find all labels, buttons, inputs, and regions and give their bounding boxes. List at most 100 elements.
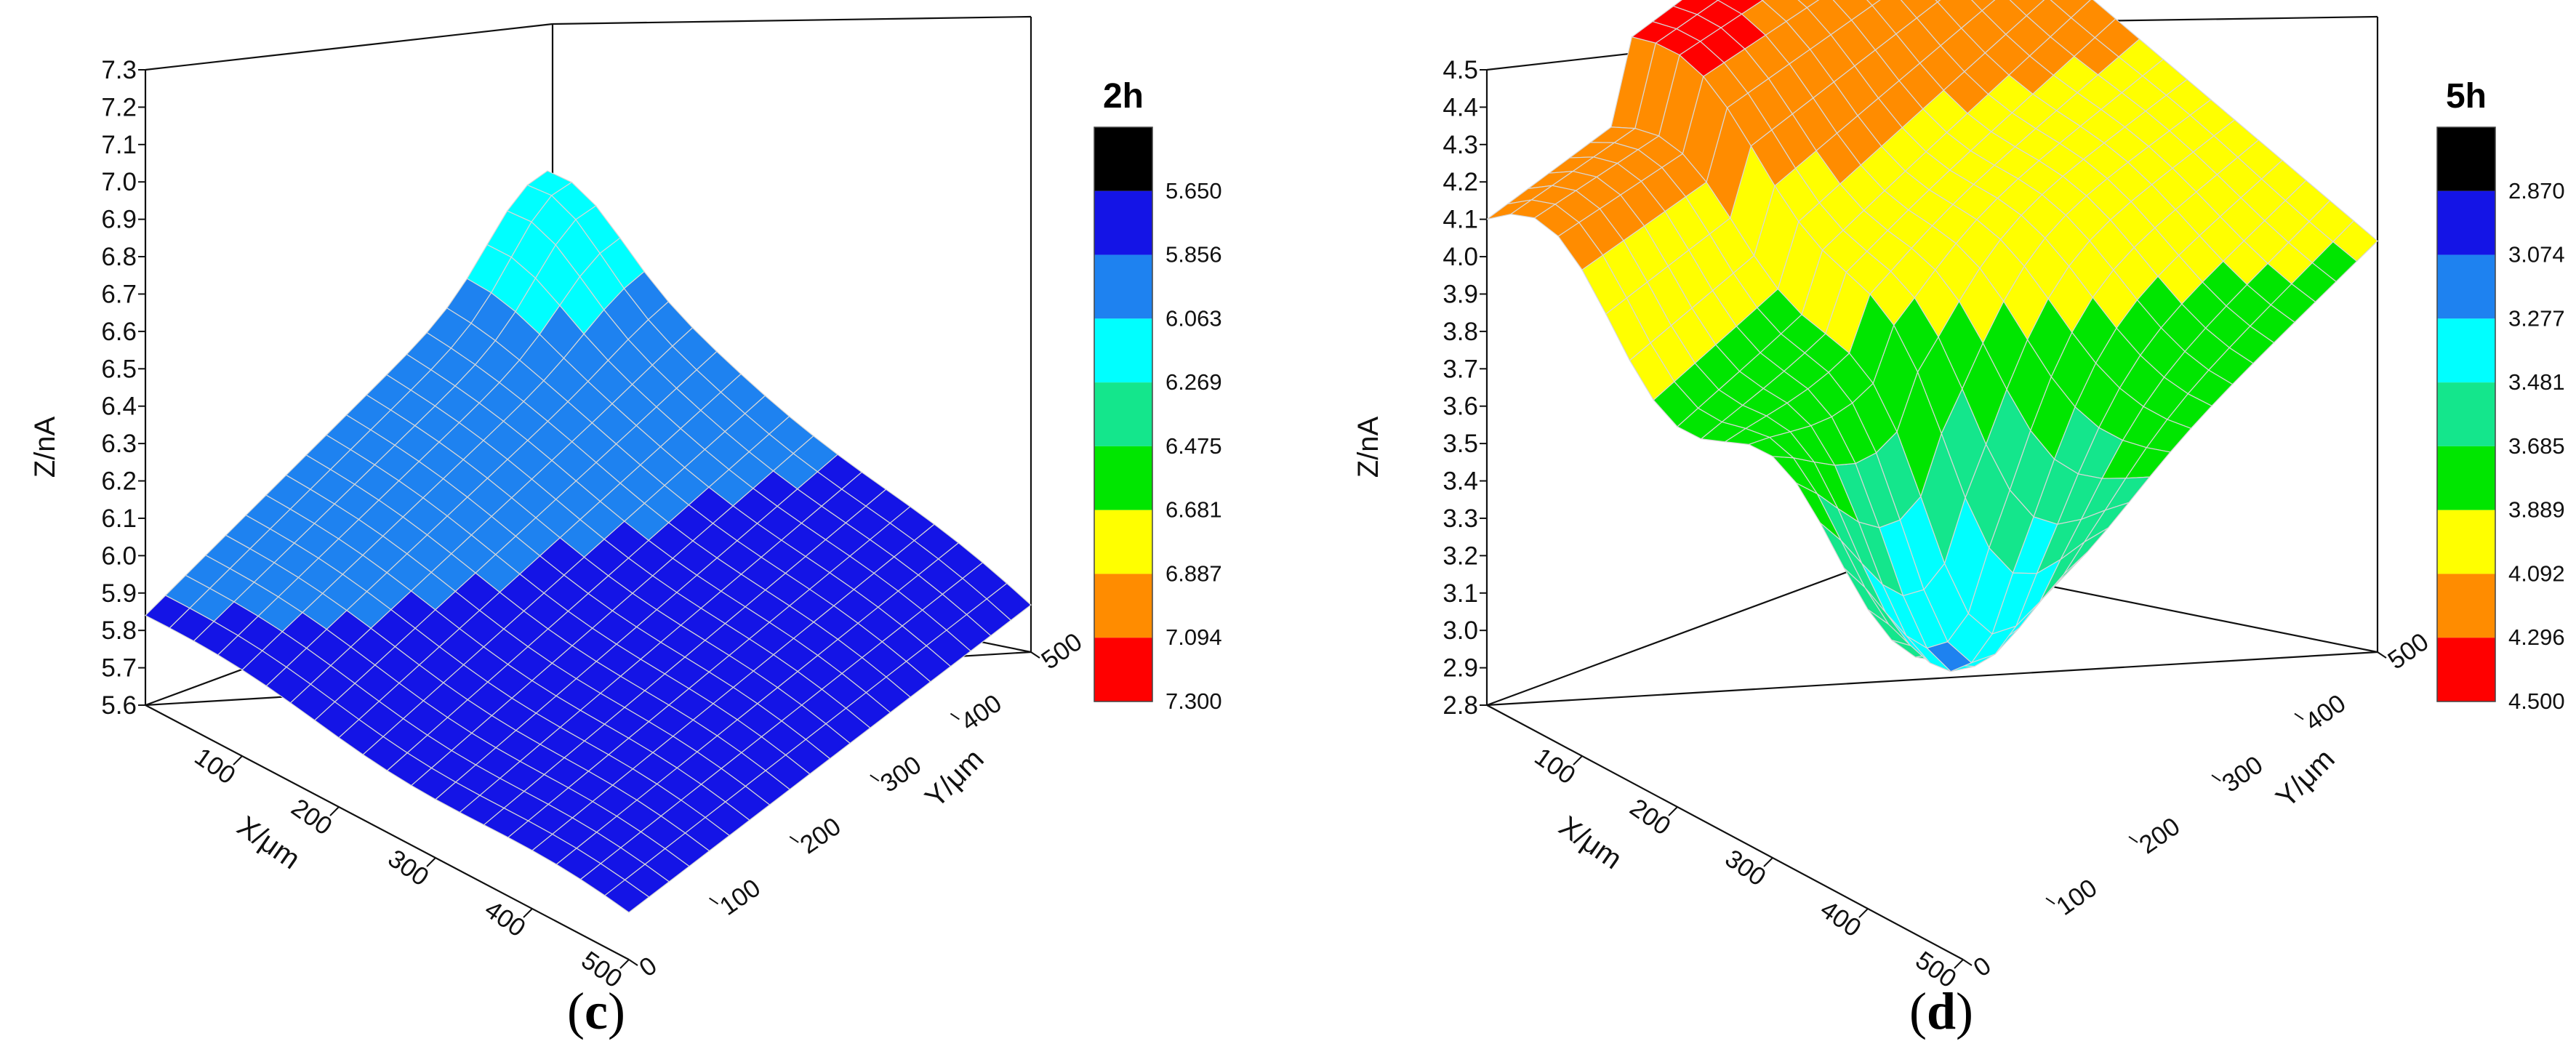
colorbar-label: 5.856 xyxy=(1165,242,1222,268)
y-tick-mark xyxy=(2377,651,2387,659)
y-tick-mark xyxy=(789,835,799,843)
y-tick-label: 500 xyxy=(1036,627,1087,675)
z-tick-label: 3.7 xyxy=(1443,355,1478,383)
y-tick-mark xyxy=(870,774,880,782)
y-tick-label: 0 xyxy=(634,951,662,982)
colorbar-segment xyxy=(2437,127,2495,191)
surface-cell xyxy=(1486,199,1532,220)
z-tick-label: 4.1 xyxy=(1443,206,1478,234)
colorbar-label: 4.500 xyxy=(2508,688,2565,714)
z-ticks-c: 5.6 5.7 5.8 5.9 6.0 6.1 6.2 6.3 6.4 6.5 6.6 6.7 6.8 6… xyxy=(101,56,145,720)
legend-title-c: 2h xyxy=(1103,77,1144,116)
colorbar-label: 3.685 xyxy=(2508,433,2565,459)
y-tick-mark xyxy=(1962,959,1973,966)
y-tick-label: 200 xyxy=(2134,812,2185,859)
z-tick-label: 3.4 xyxy=(1443,467,1478,496)
z-tick-label: 7.1 xyxy=(101,131,137,159)
y-tick-label: 400 xyxy=(956,689,1007,736)
x-tick-mark xyxy=(1668,806,1678,816)
colorbar-label: 6.681 xyxy=(1165,497,1222,523)
axis-line xyxy=(1486,553,1895,707)
z-tick-label: 6.0 xyxy=(101,542,137,570)
z-tick-label: 4.0 xyxy=(1443,243,1478,271)
y-tick-mark xyxy=(709,897,719,905)
z-tick-label: 6.5 xyxy=(101,355,137,383)
panel-label-d-open: ( xyxy=(1909,982,1927,1040)
x-tick-label: 200 xyxy=(1625,793,1676,840)
z-tick-label: 5.6 xyxy=(101,691,137,720)
colorbar-segment xyxy=(2437,574,2495,638)
axis-line xyxy=(1486,704,1964,960)
z-tick-label: 3.3 xyxy=(1443,505,1478,533)
z-axis-title-d: Z/nA xyxy=(1352,416,1384,478)
panel-label-c-letter: c xyxy=(585,982,608,1040)
panel-c: 5.6 5.7 5.8 5.9 6.0 6.1 6.2 6.3 6.4 6.5 6.6 6.7 6.8 6… xyxy=(29,15,1222,1040)
x-tick-mark xyxy=(1858,908,1869,918)
z-tick-label: 3.0 xyxy=(1443,616,1478,645)
axis-line xyxy=(552,15,1032,25)
surface-cell xyxy=(144,595,190,629)
x-tick-label: 200 xyxy=(286,793,337,840)
colorbar-segment xyxy=(1094,190,1152,255)
surface-cell xyxy=(1935,0,1941,3)
x-tick-mark xyxy=(619,959,630,969)
z-tick-label: 3.1 xyxy=(1443,579,1478,608)
z-tick-label: 7.0 xyxy=(101,168,137,196)
colorbar-segment xyxy=(1094,510,1152,574)
surface-cell xyxy=(1866,0,1881,7)
z-tick-label: 3.9 xyxy=(1443,280,1478,308)
colorbar-label: 4.296 xyxy=(2508,624,2565,650)
panel-d: 2.8 2.9 3.0 3.1 3.2 3.3 3.4 3.5 3.6 3.7 3.8 3.9 4.0 4… xyxy=(1352,0,2565,1040)
axis-line xyxy=(145,704,630,960)
z-tick-label: 2.9 xyxy=(1443,654,1478,683)
colorbar-segment xyxy=(1094,127,1152,191)
colorbar-label: 4.092 xyxy=(2508,560,2565,586)
colorbar-label: 7.094 xyxy=(1165,624,1222,650)
y-tick-label: 300 xyxy=(2217,750,2268,797)
colorbar-segment xyxy=(1094,382,1152,446)
z-tick-label: 2.8 xyxy=(1443,691,1478,720)
y-ticks-d: 0 100 200 300 400 500 xyxy=(1962,627,2433,983)
colorbar-d: 2.870 3.074 3.277 3.481 3.685 3.889 4.092 4.296… xyxy=(2436,126,2565,714)
axis-line xyxy=(145,23,553,71)
colorbar-segment xyxy=(1094,254,1152,319)
axis-line xyxy=(1486,651,2378,707)
z-tick-label: 3.5 xyxy=(1443,430,1478,458)
x-axis-title-d: X/μm xyxy=(1553,810,1627,875)
colorbar-segment xyxy=(2437,190,2495,255)
y-tick-mark xyxy=(950,712,960,720)
colorbar-label: 3.889 xyxy=(2508,497,2565,523)
z-tick-label: 4.2 xyxy=(1443,168,1478,196)
x-tick-label: 400 xyxy=(1815,895,1866,942)
colorbar-segment xyxy=(1094,638,1152,702)
surface-c xyxy=(144,170,1032,913)
z-tick-label: 4.4 xyxy=(1443,93,1478,121)
panel-label-c: (c) xyxy=(567,982,625,1040)
colorbar-segment xyxy=(1094,318,1152,383)
colorbar-label: 2.870 xyxy=(2508,178,2565,204)
z-tick-label: 3.8 xyxy=(1443,318,1478,346)
z-tick-label: 4.3 xyxy=(1443,131,1478,159)
panel-label-d-close: ) xyxy=(1956,982,1973,1040)
colorbar-label: 6.887 xyxy=(1165,560,1222,586)
y-tick-label: 200 xyxy=(795,812,846,859)
panel-label-d-letter: d xyxy=(1927,982,1956,1040)
y-tick-mark xyxy=(2294,712,2304,720)
colorbar-label: 3.277 xyxy=(2508,305,2565,331)
z-tick-label: 5.8 xyxy=(101,616,137,645)
z-ticks-d: 2.8 2.9 3.0 3.1 3.2 3.3 3.4 3.5 3.6 3.7 3.8 3.9 4.0 4… xyxy=(1443,56,1487,720)
x-tick-mark xyxy=(523,908,533,918)
x-tick-label: 400 xyxy=(480,895,531,942)
x-tick-label: 300 xyxy=(1720,844,1771,891)
x-tick-mark xyxy=(1573,755,1583,765)
x-tick-mark xyxy=(426,857,436,867)
z-tick-label: 7.3 xyxy=(101,56,137,84)
z-tick-label: 3.6 xyxy=(1443,393,1478,421)
z-tick-label: 3.2 xyxy=(1443,542,1478,570)
x-tick-label: 100 xyxy=(1530,742,1581,789)
z-tick-label: 6.3 xyxy=(101,430,137,458)
panel-label-d: (d) xyxy=(1909,982,1973,1040)
